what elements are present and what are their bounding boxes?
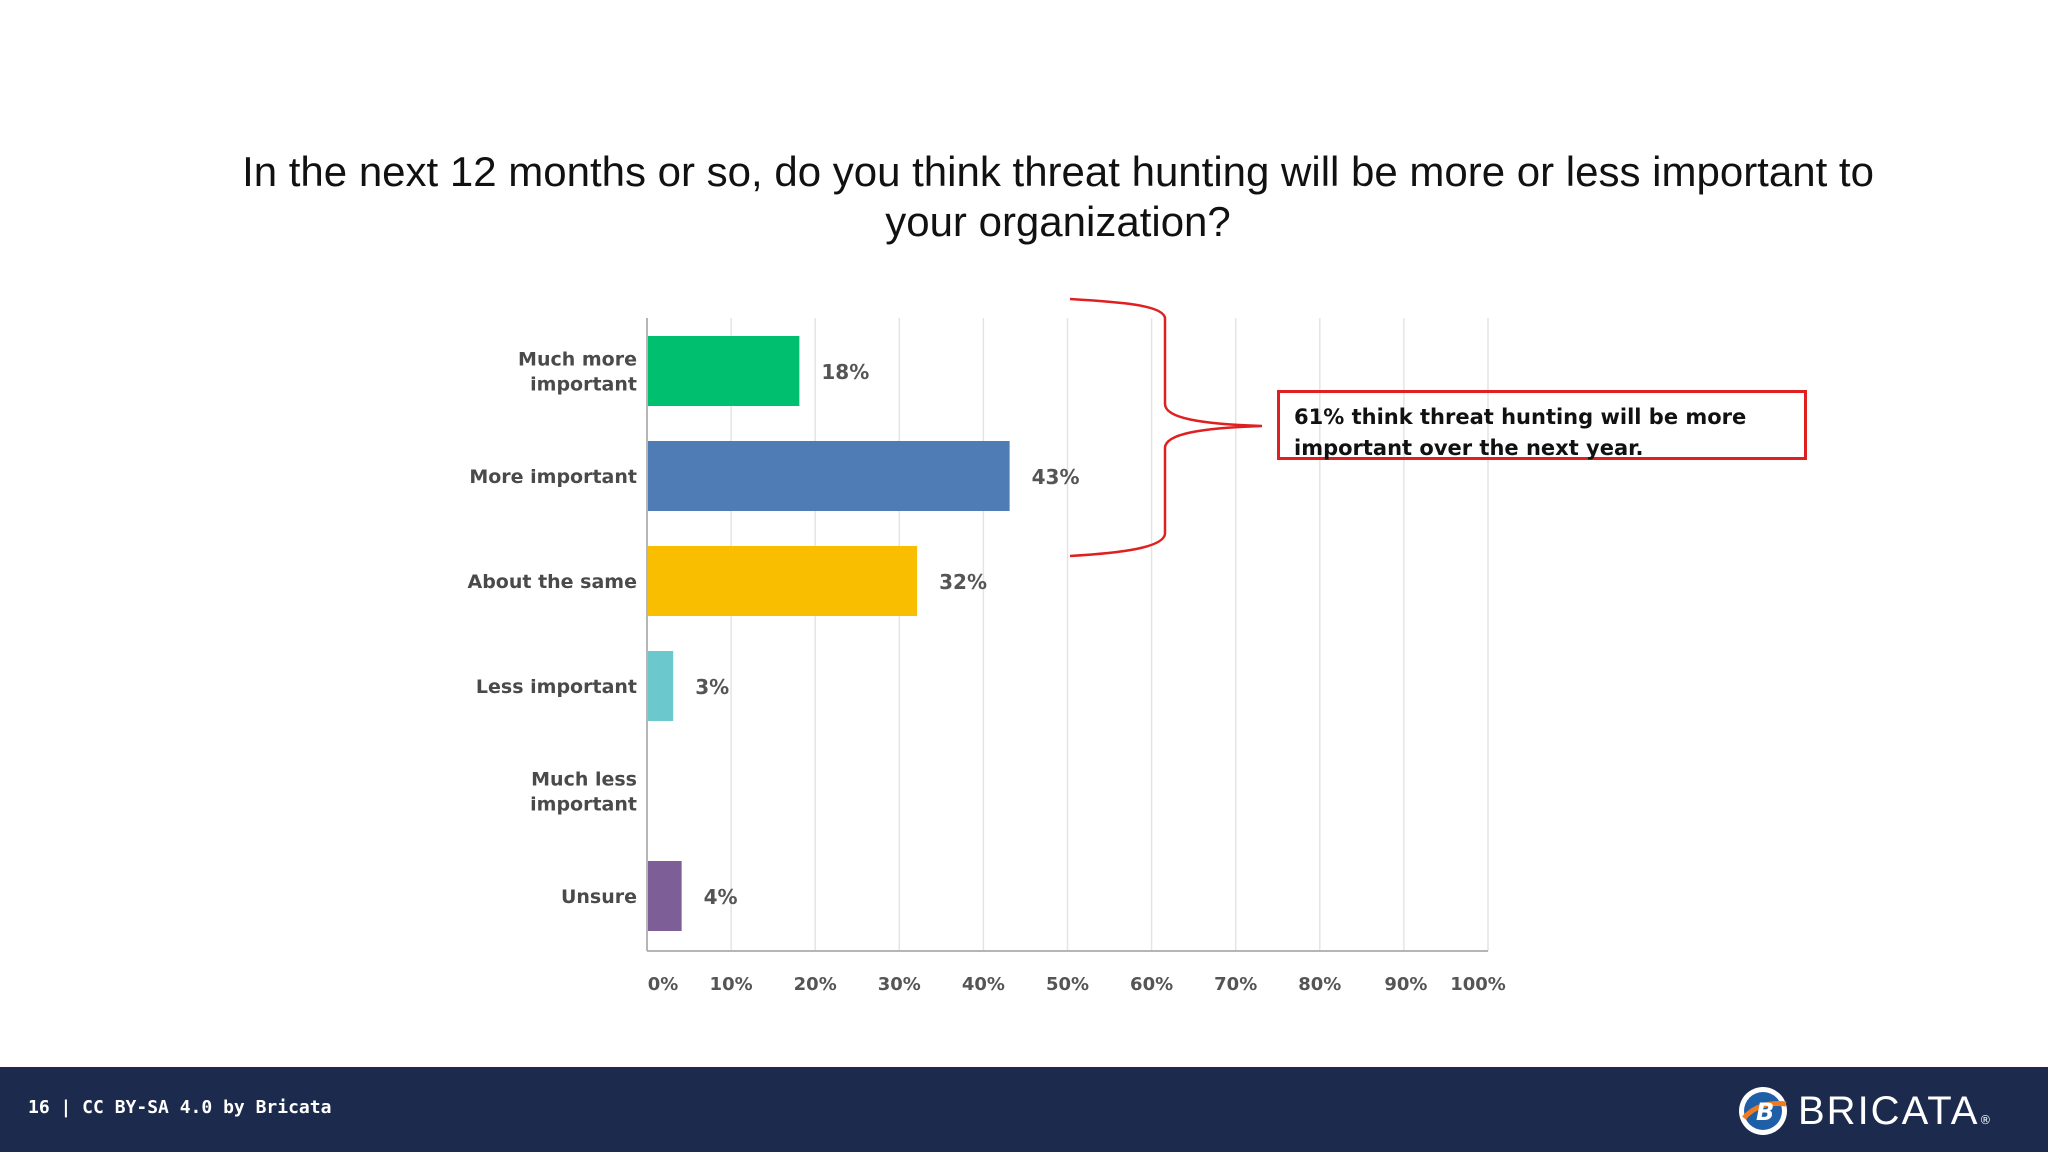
x-tick-label: 10% (710, 974, 753, 995)
x-tick-label: 40% (962, 974, 1005, 995)
category-label: Unsure (561, 886, 637, 908)
value-label: 43% (1032, 465, 1080, 489)
value-label: 32% (939, 570, 987, 594)
footer-text: 16 | CC BY-SA 4.0 by Bricata (28, 1097, 332, 1118)
x-tick-label: 20% (794, 974, 837, 995)
x-tick-label: 50% (1046, 974, 1089, 995)
value-label: 18% (821, 360, 869, 384)
x-tick-label: 60% (1130, 974, 1173, 995)
svg-text:B: B (1756, 1098, 1774, 1126)
brand-logo: B BRICATA ® (1736, 1083, 1991, 1139)
brand-name: BRICATA (1798, 1088, 1980, 1133)
registered-mark: ® (1979, 1113, 1992, 1127)
bar (648, 651, 674, 721)
callout-box: 61% think threat hunting will be more im… (1277, 390, 1807, 460)
bar-chart: Much more important 18% More important 43% Ab… (467, 297, 1506, 995)
category-label: Much less important (530, 769, 637, 816)
value-label: 3% (695, 675, 729, 699)
bar (648, 441, 1010, 511)
x-tick-label: 30% (878, 974, 921, 995)
bar (648, 861, 682, 931)
x-tick-label: 0% (648, 974, 679, 995)
x-tick-label: 100% (1450, 974, 1506, 995)
footer-bar: 16 | CC BY-SA 4.0 by Bricata B BRICATA ® (0, 1067, 2048, 1152)
bricata-logo-icon: B (1739, 1087, 1787, 1135)
chart-title: In the next 12 months or so, do you thin… (242, 148, 1874, 245)
value-label: 4% (704, 885, 738, 909)
callout-bracket (1069, 297, 1263, 558)
category-label: Much more important (518, 349, 637, 396)
x-tick-label: 90% (1384, 974, 1427, 995)
category-label: Less important (476, 676, 637, 698)
bar (648, 336, 800, 406)
x-tick-label: 70% (1214, 974, 1257, 995)
category-label: About the same (467, 571, 637, 593)
x-tick-label: 80% (1298, 974, 1341, 995)
bar (648, 546, 918, 616)
category-label: More important (469, 466, 637, 488)
